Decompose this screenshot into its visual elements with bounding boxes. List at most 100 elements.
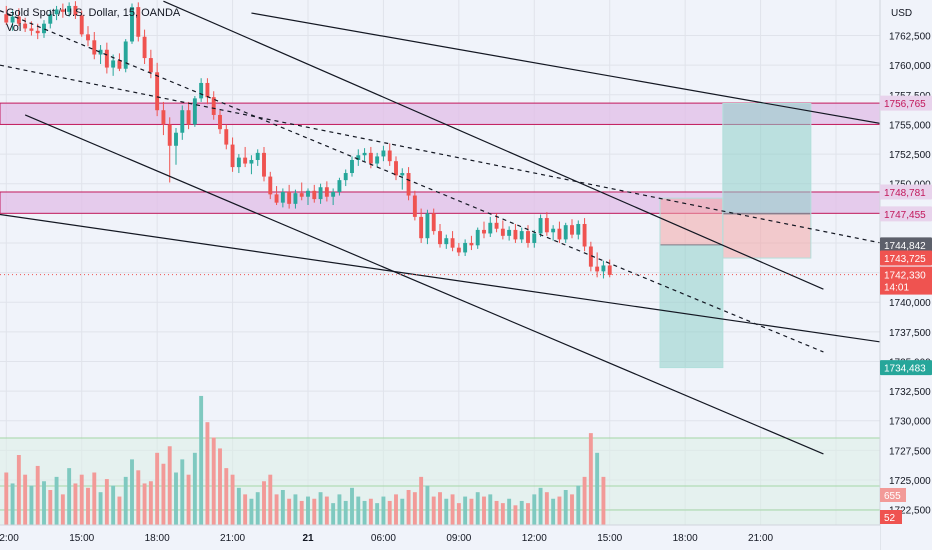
- volume-indicator-label[interactable]: Vol: [6, 22, 22, 34]
- candle: [243, 146, 248, 168]
- candle: [174, 127, 178, 165]
- price-tag-text: 1742,330: [884, 271, 926, 282]
- volume-bar: [148, 481, 153, 525]
- candle: [306, 188, 310, 206]
- volume-last-label: 52: [880, 510, 902, 524]
- volume-bar: [35, 465, 40, 525]
- candle-body: [10, 16, 15, 23]
- volume-bar: [142, 483, 147, 525]
- volume-bar: [16, 455, 21, 525]
- bottom-trendline: [0, 213, 893, 345]
- volume-bar: [249, 498, 254, 525]
- candle: [469, 235, 474, 251]
- volume-bar: [419, 476, 424, 525]
- volume-bar: [199, 395, 204, 525]
- candle-body: [293, 193, 298, 204]
- candle-body: [312, 190, 317, 200]
- volume-bar: [236, 487, 241, 525]
- volume-bar: [324, 496, 329, 525]
- price-tick-label: 1737,500: [889, 328, 931, 339]
- symbol-title[interactable]: Gold Spot / U.S. Dollar, 15, OANDA: [6, 7, 181, 19]
- position-stop-area: [660, 198, 723, 245]
- candle-body: [538, 218, 543, 234]
- volume-bar: [406, 490, 411, 525]
- candle: [456, 242, 461, 256]
- volume-bar: [494, 500, 499, 525]
- volume-bar: [343, 500, 348, 525]
- candle-body: [167, 124, 172, 146]
- candle-body: [205, 82, 210, 98]
- candle-body: [488, 222, 493, 234]
- candle-body: [136, 7, 141, 37]
- candle: [23, 17, 28, 32]
- volume-bar: [337, 494, 342, 525]
- candle: [551, 225, 556, 241]
- volume-bar: [86, 487, 90, 525]
- candle: [142, 29, 147, 64]
- candle: [607, 259, 612, 278]
- candle-body: [570, 225, 574, 235]
- candle-body: [318, 187, 323, 200]
- candle: [394, 156, 398, 181]
- candle-body: [444, 238, 449, 245]
- candle: [532, 229, 537, 248]
- upper-supply-zone-price-label: 1756,765: [880, 95, 932, 111]
- candle-body: [431, 213, 436, 232]
- candle: [249, 155, 254, 175]
- candle: [161, 101, 166, 136]
- trendlines[interactable]: [0, 0, 893, 455]
- candle-body: [130, 7, 134, 42]
- volume-bar: [582, 476, 587, 525]
- volume-bar: [306, 496, 310, 525]
- volume-bar: [299, 500, 304, 525]
- candle-body: [450, 238, 455, 248]
- price-tag-box: [880, 237, 932, 253]
- candle-body: [299, 193, 304, 197]
- candle: [331, 188, 336, 206]
- candle: [488, 216, 493, 238]
- volume-bar: [29, 485, 34, 525]
- volume-bar: [174, 472, 178, 525]
- price-tag-box: [880, 250, 932, 266]
- candle-body: [419, 216, 424, 239]
- candle-body: [463, 242, 468, 253]
- candle-body: [588, 246, 593, 267]
- candle: [538, 214, 543, 238]
- time-tick-label: 21:00: [748, 533, 773, 544]
- volume-bar: [431, 496, 436, 525]
- volume-bar: [42, 481, 46, 525]
- candle: [419, 208, 424, 243]
- candle-body: [400, 173, 405, 176]
- candle: [10, 10, 15, 31]
- price-tag-text: 1743,725: [884, 254, 926, 265]
- candle: [218, 110, 222, 134]
- volume-bar: [79, 474, 84, 525]
- candle-body: [236, 157, 241, 168]
- candle-body: [186, 110, 191, 125]
- candle: [563, 222, 568, 243]
- candle: [438, 223, 442, 248]
- candle: [312, 184, 317, 203]
- time-axis[interactable]: 12:00 15:00 18:00 21:00 21 06:00 09:00 12:00 15:…: [0, 524, 880, 550]
- candle-body: [104, 49, 109, 68]
- candle-body: [438, 231, 442, 245]
- volume-bar: [224, 468, 229, 525]
- candle-body: [406, 173, 411, 196]
- candle-body: [350, 159, 354, 174]
- volume-bar: [10, 483, 15, 525]
- price-tag-text: 1747,455: [884, 210, 926, 221]
- candle-body: [287, 191, 292, 204]
- candle-body: [425, 213, 430, 239]
- volume-bar: [255, 492, 260, 525]
- volume-bar: [230, 474, 235, 525]
- candle-body: [456, 247, 461, 253]
- candle-body: [551, 228, 556, 233]
- candle-body: [394, 161, 398, 176]
- volume-bar: [130, 459, 134, 525]
- candle-body: [79, 15, 84, 35]
- lower-supply-zone-price-label: 1748,781: [880, 184, 932, 200]
- candle-body: [412, 195, 417, 217]
